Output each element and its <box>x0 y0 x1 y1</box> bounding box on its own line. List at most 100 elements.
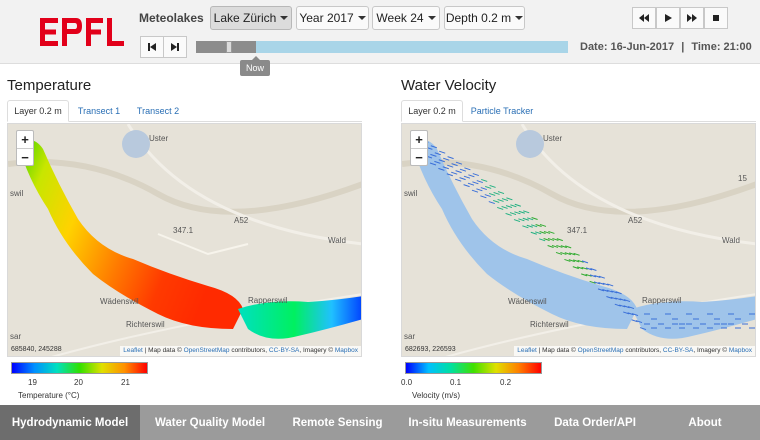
tab-velocity-layer[interactable]: Layer 0.2 m <box>401 100 463 122</box>
flow-arrow <box>611 290 618 294</box>
step-forward-button[interactable] <box>163 36 187 58</box>
flow-arrow <box>459 177 466 181</box>
zoom-in-button[interactable]: + <box>21 132 29 147</box>
nav-about[interactable]: About <box>688 416 722 429</box>
nav-water-quality-model[interactable]: Water Quality Model <box>154 416 266 429</box>
leaflet-link[interactable]: Leaflet <box>123 347 143 354</box>
nav-in-situ-measurements[interactable]: In-situ Measurements <box>408 416 527 429</box>
flow-arrow <box>434 160 441 164</box>
map-label-road: 347.1 <box>567 226 588 235</box>
mapbox-link[interactable]: Mapbox <box>334 347 358 354</box>
flow-arrow <box>509 212 517 216</box>
now-tooltip: Now <box>240 56 270 76</box>
map-label-road: 347.1 <box>173 226 194 235</box>
flow-arrow <box>438 167 445 171</box>
osm-link[interactable]: OpenStreetMap <box>183 347 230 354</box>
flow-arrow <box>573 252 580 256</box>
flow-arrow <box>594 275 601 278</box>
nav-data-order-api[interactable]: Data Order/API <box>554 416 636 429</box>
stop-icon <box>713 15 719 21</box>
velocity-map[interactable]: Uster swil Wädenswil Richterswil Rappers… <box>401 123 756 357</box>
date-label: Date: 16-Jun-2017 <box>580 41 675 53</box>
flow-arrow <box>615 291 622 295</box>
tab-transect-1[interactable]: Transect 1 <box>77 106 121 116</box>
flow-arrow <box>476 188 483 192</box>
flow-arrow <box>455 170 462 174</box>
flow-arrow <box>455 161 463 165</box>
flow-arrow <box>506 197 513 201</box>
zoom-out-button[interactable]: − <box>17 148 33 165</box>
stop-button[interactable] <box>704 7 728 29</box>
flow-arrow <box>602 282 609 286</box>
map-label-a52: A52 <box>234 216 249 225</box>
nav-remote-sensing[interactable]: Remote Sensing <box>292 416 383 429</box>
flow-arrow <box>614 303 621 307</box>
velocity-tick-0: 0.0 <box>401 378 413 387</box>
year-dropdown[interactable]: Year 2017 <box>296 6 369 30</box>
leaflet-link[interactable]: Leaflet <box>517 347 537 354</box>
flow-arrow <box>447 156 454 160</box>
flow-arrow <box>463 184 470 188</box>
flow-arrow <box>619 298 626 302</box>
year-dropdown-label: Year 2017 <box>299 11 354 25</box>
flow-arrow <box>572 266 579 270</box>
nav-hydrodynamic-model[interactable]: Hydrodynamic Model <box>0 405 140 440</box>
temperature-map[interactable]: Uster swil Wädenswil Richterswil Rappers… <box>7 123 362 357</box>
flow-arrow <box>481 178 488 182</box>
play-button[interactable] <box>656 7 680 29</box>
depth-dropdown[interactable]: Depth 0.2 m <box>444 6 525 30</box>
flow-arrow <box>430 153 437 157</box>
flow-arrow <box>471 189 479 193</box>
zoom-out-button[interactable]: − <box>411 148 427 165</box>
time-label: Time: 21:00 <box>691 41 752 53</box>
license-link[interactable]: CC-BY-SA <box>268 347 300 354</box>
flow-arrow <box>598 282 605 285</box>
fast-forward-button[interactable] <box>680 7 704 29</box>
step-back-icon <box>148 43 156 51</box>
zoom-in-button[interactable]: + <box>415 132 423 147</box>
mapbox-link[interactable]: Mapbox <box>728 347 752 354</box>
flow-arrow <box>510 204 517 208</box>
temperature-tick-21: 21 <box>121 378 130 387</box>
flow-arrow <box>568 259 575 263</box>
cursor-coordinates: 685840, 245288 <box>11 346 62 353</box>
timeline-handle[interactable] <box>226 41 232 53</box>
flow-arrow <box>438 159 445 163</box>
flow-arrow <box>543 230 551 234</box>
flow-arrow <box>480 187 487 191</box>
map-label-richterswil: Richterswil <box>126 320 165 329</box>
flow-arrow <box>631 313 639 317</box>
lake-dropdown[interactable]: Lake Zürich <box>210 6 292 30</box>
flow-arrow <box>451 163 458 167</box>
tab-temperature-layer[interactable]: Layer 0.2 m <box>7 100 69 122</box>
flow-arrow <box>585 273 592 277</box>
velocity-map-canvas <box>402 124 755 356</box>
map-label-uster: Uster <box>543 134 563 143</box>
step-back-button[interactable] <box>140 36 164 58</box>
week-dropdown[interactable]: Week 24 <box>372 6 440 30</box>
attribution-text: | Map data © <box>142 347 184 354</box>
flow-arrow <box>459 168 467 172</box>
flow-arrow <box>497 191 505 195</box>
flow-arrow <box>607 283 614 287</box>
timeline-track[interactable] <box>196 41 568 53</box>
tab-particle-tracker[interactable]: Particle Tracker <box>470 106 534 116</box>
flow-arrow <box>581 273 588 277</box>
flow-arrow <box>547 237 555 241</box>
map-label-sar: sar <box>404 332 416 341</box>
rewind-button[interactable] <box>632 7 656 29</box>
flow-arrow <box>447 164 454 168</box>
flow-arrow <box>564 258 571 262</box>
osm-link[interactable]: OpenStreetMap <box>577 347 624 354</box>
flow-arrow <box>560 245 567 249</box>
tab-transect-2[interactable]: Transect 2 <box>136 106 180 116</box>
flow-arrow <box>434 152 441 156</box>
velocity-tick-02: 0.2 <box>500 378 512 387</box>
license-link[interactable]: CC-BY-SA <box>662 347 694 354</box>
flow-arrow <box>555 251 563 255</box>
flow-arrow <box>598 275 605 279</box>
flow-arrow <box>530 231 537 235</box>
flow-arrow <box>430 145 437 149</box>
step-forward-icon <box>171 43 179 51</box>
flow-arrow <box>493 191 500 195</box>
